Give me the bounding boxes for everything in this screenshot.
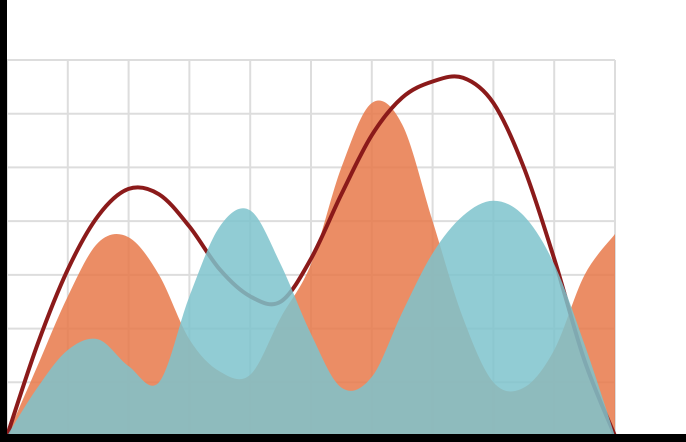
y-axis (0, 0, 7, 442)
plot (5, 74, 617, 437)
line (5, 74, 617, 437)
area (7, 200, 615, 436)
x-axis (0, 434, 686, 442)
